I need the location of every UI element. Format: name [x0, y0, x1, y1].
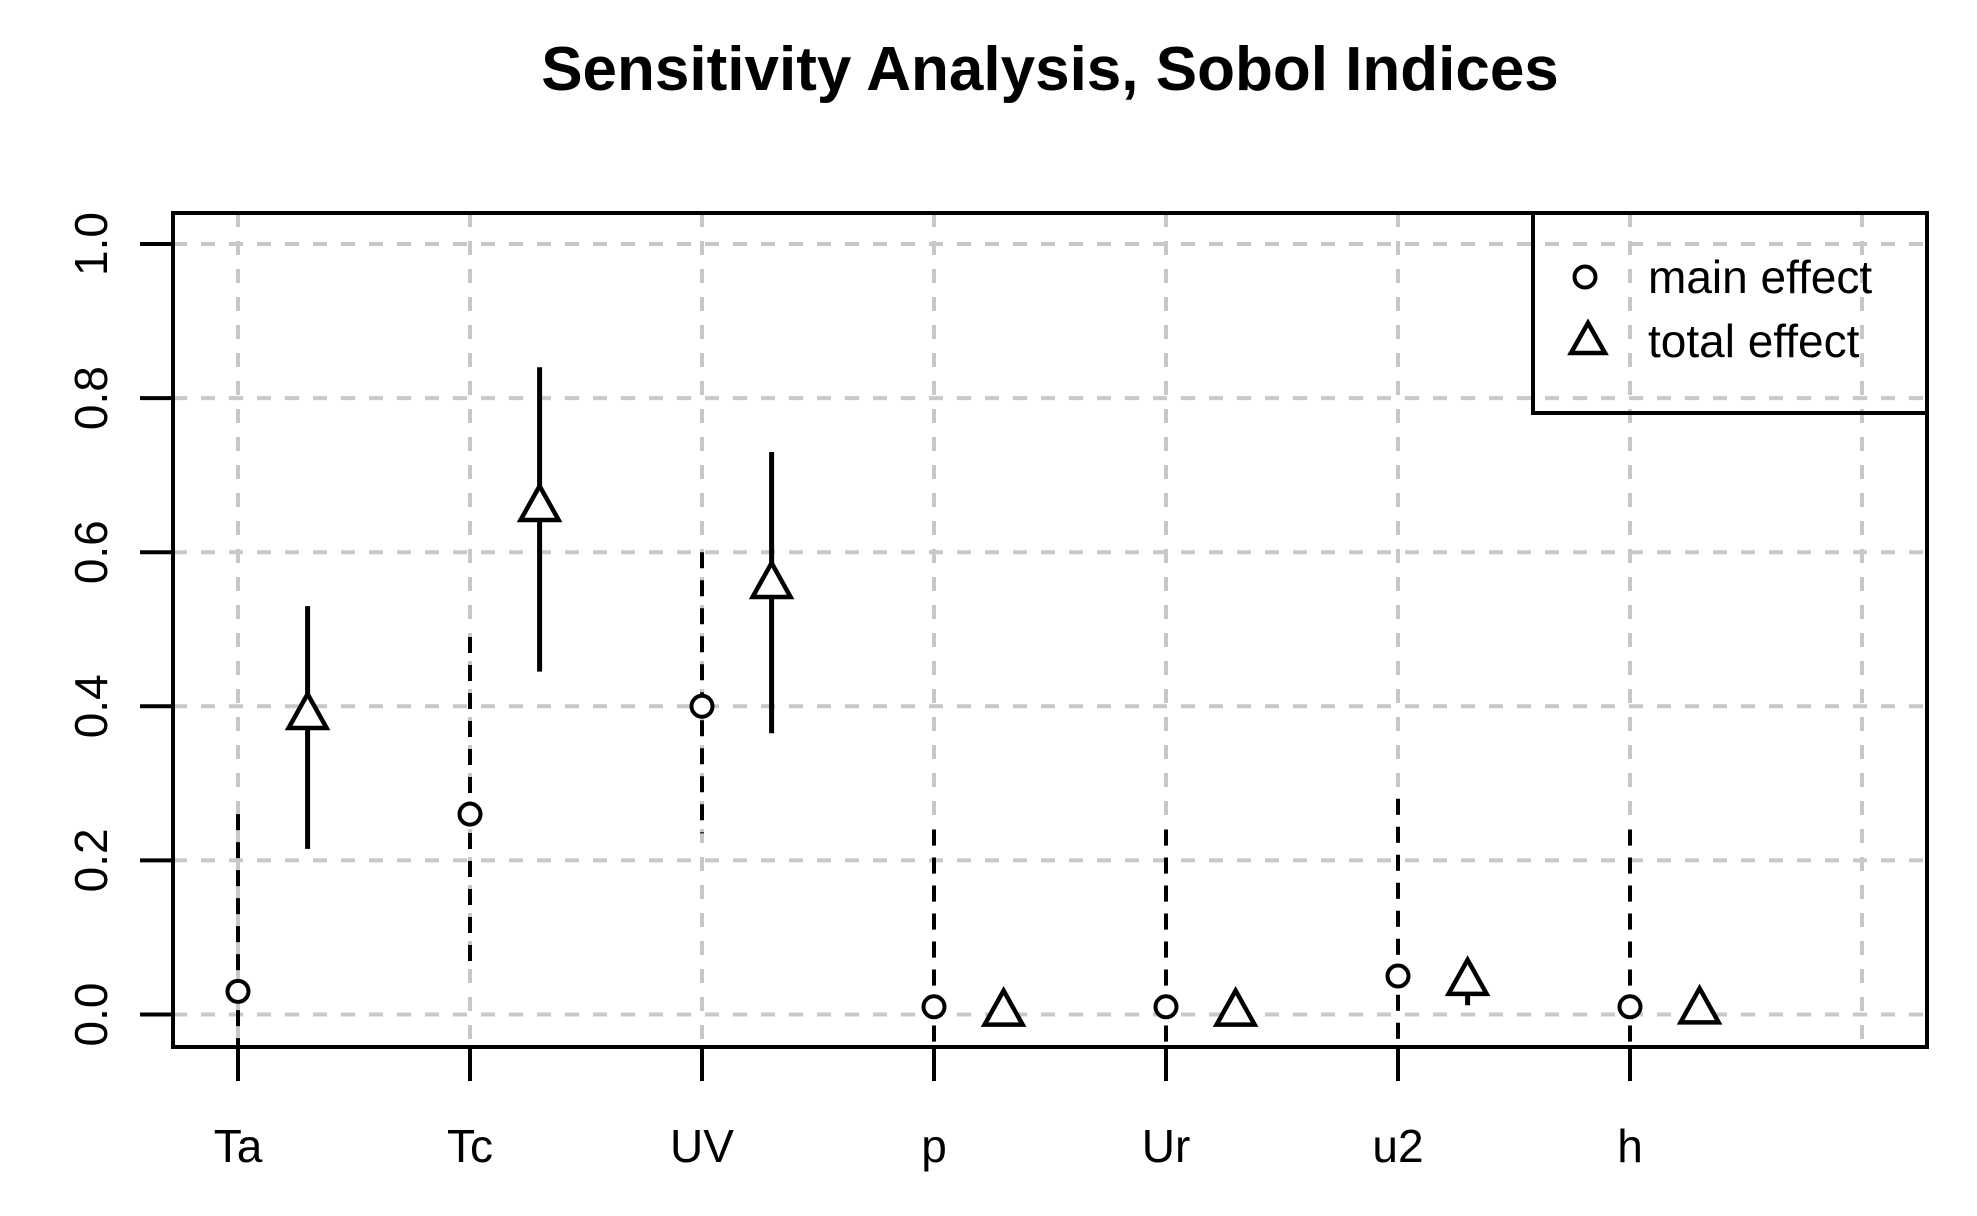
gridlines-layer [173, 213, 1927, 1047]
y-tick-label: 0.0 [65, 983, 117, 1047]
triangle-icon [1567, 318, 1609, 356]
x-category-label: p [921, 1120, 947, 1172]
x-category-label: Ta [214, 1120, 263, 1172]
main-effect-point [921, 994, 947, 1020]
markers-layer [225, 481, 1723, 1027]
plot-border [171, 211, 1929, 1049]
legend-label-main-effect: main effect [1648, 251, 1872, 303]
legend-label-total-effect: total effect [1648, 315, 1860, 367]
main-effect-point [1153, 994, 1179, 1020]
x-category-label: h [1617, 1120, 1643, 1172]
x-category-label: Tc [447, 1120, 493, 1172]
main-effect-point [225, 978, 251, 1004]
x-category-label: UV [670, 1120, 734, 1172]
y-tick-label: 1.0 [65, 212, 117, 276]
axis-labels-layer: 1.0 0.8 0.6 0.4 0.2 0.0 Ta Tc UV p Ur u2 h [65, 212, 1643, 1172]
page-title: Sensitivity Analysis, Sobol Indices [541, 35, 1559, 104]
y-tick-label: 0.2 [65, 828, 117, 892]
y-tick-label: 0.4 [65, 674, 117, 738]
legend-box [1531, 211, 1929, 415]
total-effect-point [980, 986, 1027, 1027]
y-tick-label: 0.6 [65, 520, 117, 584]
x-category-label: u2 [1372, 1120, 1423, 1172]
circle-icon [1572, 264, 1598, 290]
y-tick-label: 0.8 [65, 366, 117, 430]
x-category-label: Ur [1142, 1120, 1191, 1172]
axis-ticks-layer [140, 242, 1632, 1081]
main-effect-point [1385, 963, 1411, 989]
total-effect-point [516, 481, 563, 523]
total-effect-point [1676, 983, 1723, 1025]
total-effect-point [284, 689, 331, 731]
total-effect-point [1212, 986, 1259, 1027]
main-effect-point [689, 693, 715, 719]
total-effect-point [1444, 955, 1491, 997]
total-effect-point [748, 558, 795, 600]
main-effect-point [1617, 994, 1643, 1020]
main-effect-point [457, 801, 483, 827]
legend: main effect total effect [1531, 211, 1929, 415]
